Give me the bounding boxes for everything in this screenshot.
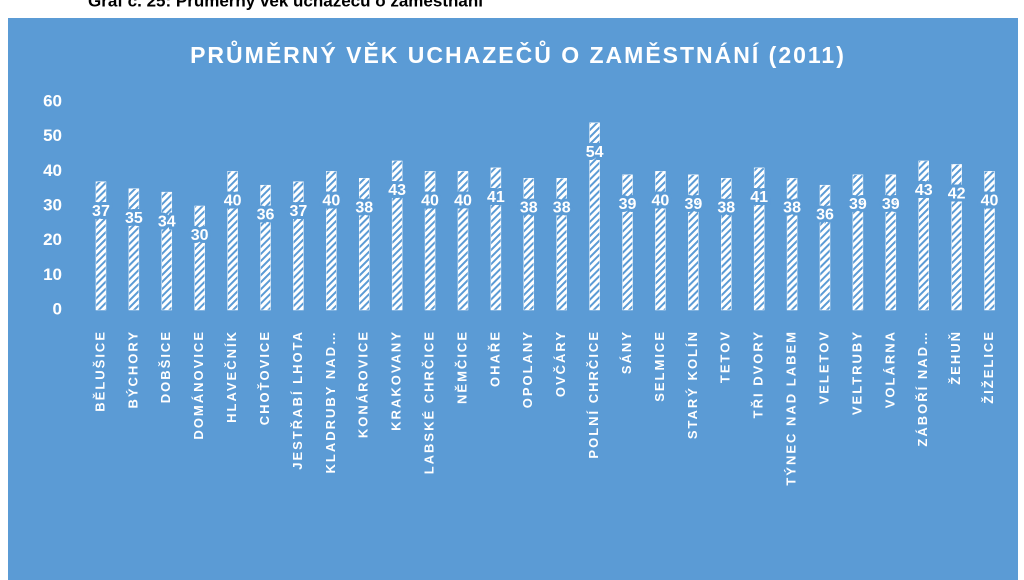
y-tick-label: 60 — [43, 91, 62, 110]
bar — [161, 191, 173, 311]
data-label: 36 — [257, 206, 275, 223]
x-tick-label: NĚMČICE — [454, 330, 469, 404]
y-tick-label: 40 — [43, 161, 62, 180]
x-tick-label: SÁNY — [619, 330, 634, 374]
bar — [622, 174, 633, 311]
bar — [326, 171, 337, 311]
x-tick-label: STARÝ KOLÍN — [685, 330, 700, 439]
y-tick-label: 0 — [53, 299, 62, 318]
bar — [95, 181, 107, 311]
data-label: 39 — [684, 196, 702, 213]
bar — [885, 174, 897, 311]
bar — [688, 174, 699, 311]
y-tick-label: 50 — [43, 126, 62, 145]
data-label: 38 — [355, 199, 373, 216]
data-label: 30 — [191, 227, 209, 244]
data-label: 34 — [158, 213, 176, 230]
data-label: 39 — [619, 196, 637, 213]
x-tick-label: KONÁROVICE — [356, 330, 371, 438]
chart-title: PRŮMĚRNÝ VĚK UCHAZEČŮ O ZAMĚSTNÁNÍ (2011… — [190, 39, 846, 68]
x-tick-label: SELMICE — [652, 330, 667, 402]
data-label: 41 — [750, 189, 768, 206]
bar — [391, 160, 403, 311]
data-label: 39 — [849, 196, 867, 213]
x-tick-label: CHOŤOVICE — [257, 330, 272, 425]
x-tick-label: TÝNEC NAD LABEM — [784, 330, 799, 486]
data-label: 38 — [553, 199, 571, 216]
bar — [523, 178, 535, 311]
x-tick-label: DOMÁNOVICE — [191, 330, 206, 440]
data-label: 37 — [92, 203, 110, 220]
bar — [753, 167, 765, 311]
bar — [457, 171, 469, 311]
x-tick-label: VELETOV — [816, 330, 831, 404]
data-label: 38 — [783, 199, 801, 216]
bar — [786, 178, 798, 311]
y-tick-label: 30 — [43, 195, 62, 214]
data-label: 43 — [388, 182, 406, 199]
data-label: 40 — [454, 193, 472, 210]
data-label: 40 — [224, 193, 242, 210]
caption: Graf č. 25: Průměrný věk uchazečů o zamě… — [88, 0, 484, 10]
bar — [556, 178, 567, 311]
data-label: 38 — [717, 199, 735, 216]
bar — [424, 171, 436, 311]
x-tick-label: TŘI DVORY — [751, 330, 766, 418]
x-tick-label: KLADRUBY NAD… — [323, 330, 338, 473]
data-label: 40 — [421, 193, 439, 210]
x-tick-label: LABSKÉ CHRČICE — [422, 330, 437, 474]
data-label: 40 — [981, 193, 999, 210]
chart-background — [8, 18, 1018, 580]
bar — [984, 171, 995, 311]
x-tick-label: VOLÁRNA — [882, 330, 897, 408]
data-label: 39 — [882, 196, 900, 213]
x-tick-label: OVČÁRY — [553, 330, 568, 397]
x-tick-label: TETOV — [718, 330, 733, 383]
data-label: 41 — [487, 189, 505, 206]
bar — [721, 178, 732, 311]
bar — [260, 184, 271, 311]
x-tick-label: OHAŘE — [487, 330, 502, 387]
data-label: 42 — [948, 186, 966, 203]
bar — [128, 188, 140, 311]
data-label: 43 — [915, 182, 933, 199]
x-tick-label: BÝCHORY — [125, 330, 140, 409]
bar — [589, 122, 600, 311]
x-tick-label: ZÁBOŘÍ NAD… — [915, 330, 930, 447]
bar — [918, 160, 929, 311]
data-label: 40 — [652, 193, 670, 210]
x-tick-label: POLNÍ CHRČICE — [586, 330, 601, 459]
x-tick-label: VELTRUBY — [849, 330, 864, 415]
x-tick-label: OPOLANY — [520, 330, 535, 408]
bar — [490, 167, 502, 311]
bar — [852, 174, 864, 311]
x-tick-label: JESTŘABÍ LHOTA — [290, 330, 305, 470]
y-tick-label: 10 — [43, 265, 62, 284]
data-label: 36 — [816, 206, 834, 223]
bar — [655, 171, 666, 311]
x-tick-label: KRAKOVANY — [389, 330, 404, 431]
bar — [194, 205, 205, 311]
bar — [358, 178, 370, 311]
data-label: 40 — [322, 193, 340, 210]
bar — [951, 164, 962, 311]
x-tick-label: DOBŠICE — [158, 330, 173, 403]
data-label: 37 — [290, 203, 308, 220]
data-label: 38 — [520, 199, 538, 216]
x-tick-label: HLAVEČNÍK — [224, 330, 239, 423]
bar — [819, 184, 831, 311]
data-label: 35 — [125, 210, 143, 227]
bar — [293, 181, 304, 311]
bar — [227, 171, 238, 311]
y-tick-label: 20 — [43, 230, 62, 249]
x-tick-label: ŽEHUŇ — [948, 330, 963, 385]
x-tick-label: ŽIŽELICE — [981, 330, 996, 404]
data-label: 54 — [586, 144, 604, 161]
x-tick-label: BĚLUŠICE — [92, 330, 107, 412]
